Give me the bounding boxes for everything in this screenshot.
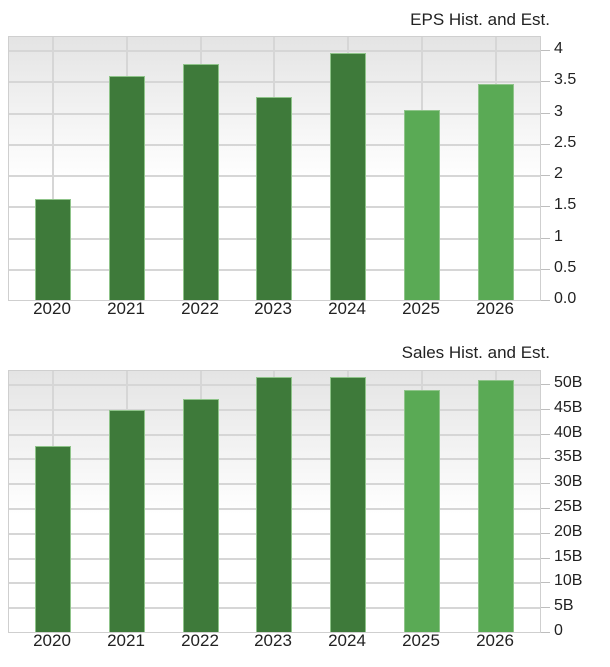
y-axis-tick: [541, 532, 550, 534]
y-axis-tick: [541, 607, 550, 609]
x-axis-label: 2025: [402, 631, 440, 650]
x-axis-label: 2021: [107, 631, 145, 650]
y-axis-tick: [541, 268, 550, 270]
eps-plot-area: [8, 36, 541, 301]
y-axis-tick: [541, 483, 550, 485]
y-axis-tick: [541, 237, 550, 239]
x-axis-label: 2024: [328, 631, 366, 650]
x-axis-label: 2020: [33, 631, 71, 650]
y-axis-tick: [541, 582, 550, 584]
x-axis-label: 2024: [328, 299, 366, 318]
sales-bar-2021: [109, 410, 145, 632]
y-axis-tick: [541, 508, 550, 509]
y-axis-label: 45B: [554, 398, 583, 416]
sales-chart-title: Sales Hist. and Est.: [401, 343, 550, 362]
y-axis-label: 35B: [554, 448, 583, 466]
y-axis-tick: [541, 557, 550, 559]
y-axis-tick: [541, 300, 550, 301]
y-axis-label: 40B: [554, 423, 583, 441]
y-axis-label: 15B: [554, 547, 583, 565]
x-axis-label: 2023: [254, 299, 292, 318]
y-axis-tick: [541, 112, 550, 114]
y-axis-label: 20B: [554, 522, 583, 540]
y-axis-label: 10B: [554, 572, 583, 590]
sales-bar-2020: [35, 445, 71, 632]
y-axis-label: 1: [554, 227, 563, 245]
y-axis-label: 2: [554, 165, 563, 182]
x-axis-label: 2023: [254, 631, 292, 650]
y-axis-tick: [541, 50, 550, 51]
eps-bar-2020: [35, 199, 71, 300]
y-axis-tick: [541, 143, 550, 145]
y-axis-tick: [541, 81, 550, 83]
y-axis-tick: [541, 206, 550, 208]
y-axis-tick: [541, 632, 550, 633]
x-axis-label: 2022: [181, 299, 219, 318]
y-axis-tick: [541, 408, 550, 410]
x-axis-label: 2026: [476, 631, 514, 650]
gridline-vertical: [52, 37, 54, 300]
x-axis-label: 2026: [476, 299, 514, 318]
eps-bar-2024: [330, 52, 366, 300]
eps-bar-2022: [183, 64, 219, 300]
y-axis-label: 25B: [554, 498, 583, 515]
y-axis-label: 0.5: [554, 258, 577, 276]
eps-chart-title: EPS Hist. and Est.: [410, 10, 550, 29]
eps-bar-2023: [256, 96, 292, 300]
eps-chart: EPS Hist. and Est. 0.0 0.5 1 1.5 2 2.5 3 3.5 4 20…: [0, 0, 610, 330]
y-axis-label: 3.5: [554, 71, 577, 89]
y-axis-label: 4: [554, 40, 563, 57]
y-axis-label: 5B: [554, 597, 574, 615]
y-axis-tick: [541, 433, 550, 435]
y-axis-label: 1.5: [554, 196, 577, 214]
y-axis-tick: [541, 384, 550, 385]
y-axis-tick: [541, 175, 550, 176]
sales-bar-2023: [256, 377, 292, 632]
eps-bar-2021: [109, 76, 145, 300]
x-axis-label: 2022: [181, 631, 219, 650]
x-axis-label: 2021: [107, 299, 145, 318]
y-axis-label: 50B: [554, 374, 583, 391]
sales-bar-2024: [330, 376, 366, 632]
sales-plot-area: [8, 370, 541, 633]
sales-bar-2022: [183, 399, 219, 632]
y-axis-label: 0: [554, 622, 563, 639]
y-axis-label: 0.0: [554, 290, 577, 307]
y-axis-label: 3: [554, 102, 563, 120]
y-axis-tick: [541, 458, 550, 460]
y-axis-label: 2.5: [554, 133, 577, 151]
sales-bar-2026: [478, 379, 514, 632]
eps-bar-2025: [404, 110, 440, 300]
x-axis-label: 2020: [33, 299, 71, 318]
y-axis-label: 30B: [554, 473, 583, 491]
eps-bar-2026: [478, 84, 514, 300]
sales-bar-2025: [404, 389, 440, 632]
x-axis-label: 2025: [402, 299, 440, 318]
